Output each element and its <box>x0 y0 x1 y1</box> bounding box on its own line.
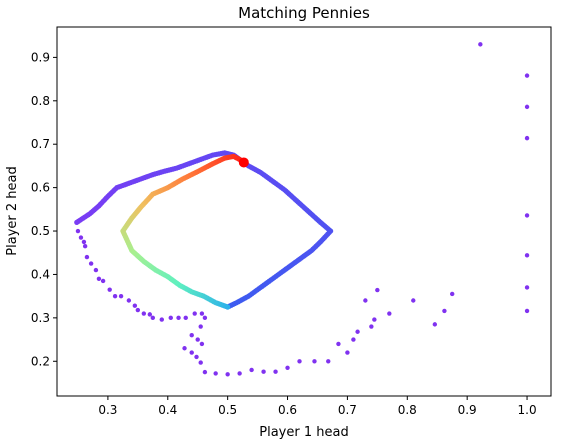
y-tick-label: 0.2 <box>31 354 50 368</box>
data-point <box>237 371 242 376</box>
data-point <box>524 285 530 290</box>
x-tick-label: 0.3 <box>98 403 117 417</box>
y-tick-label: 0.3 <box>31 311 50 325</box>
data-point <box>524 135 530 141</box>
data-point <box>411 298 416 303</box>
data-point <box>198 360 203 365</box>
data-point <box>363 298 368 303</box>
data-point <box>96 276 102 281</box>
y-tick-label: 0.8 <box>31 94 50 108</box>
x-tick-label: 0.7 <box>338 403 357 417</box>
chart-title: Matching Pennies <box>238 4 370 22</box>
data-point <box>195 337 200 342</box>
data-point <box>524 104 530 110</box>
y-axis-title: Player 2 head <box>5 166 20 255</box>
data-point <box>375 287 380 293</box>
data-point <box>141 311 147 316</box>
data-point <box>147 312 153 317</box>
data-point <box>100 278 106 284</box>
data-point <box>450 291 455 297</box>
data-point <box>432 322 438 327</box>
data-point <box>345 350 350 355</box>
data-point <box>82 244 88 249</box>
data-point <box>183 315 188 321</box>
x-tick-label: 1.0 <box>518 403 537 417</box>
data-point <box>150 315 156 321</box>
y-tick-label: 0.6 <box>31 181 50 195</box>
data-point <box>135 307 141 313</box>
data-point <box>225 372 230 377</box>
data-point <box>369 324 374 329</box>
data-point <box>182 346 187 351</box>
y-tick-label: 0.5 <box>31 224 50 238</box>
data-point <box>159 317 164 322</box>
data-point <box>81 239 87 245</box>
data-point <box>199 341 205 347</box>
data-point <box>442 308 447 314</box>
data-point <box>189 333 194 338</box>
axes <box>56 26 552 397</box>
data-point <box>285 365 290 370</box>
data-point <box>93 267 99 273</box>
data-point <box>132 303 138 308</box>
x-tick-label: 0.8 <box>398 403 417 417</box>
data-point <box>112 293 118 299</box>
x-axis-title: Player 1 head <box>259 425 348 440</box>
data-point <box>192 311 197 316</box>
data-point <box>88 261 94 266</box>
data-point <box>198 324 203 329</box>
plot-frame <box>56 26 552 397</box>
y-tick-label: 0.9 <box>31 50 50 64</box>
x-tick-label: 0.4 <box>158 403 177 417</box>
data-point <box>107 287 112 292</box>
data-point <box>524 73 530 78</box>
data-point <box>78 235 84 240</box>
y-tick-label: 0.4 <box>31 267 50 281</box>
data-point <box>351 337 356 342</box>
data-point <box>355 329 360 334</box>
data-point <box>168 315 173 321</box>
data-point <box>176 315 181 321</box>
data-point <box>524 253 530 258</box>
data-point <box>387 311 392 316</box>
x-tick-label: 0.5 <box>218 403 237 417</box>
data-point <box>249 367 254 373</box>
data-point <box>75 228 81 234</box>
data-point <box>261 369 266 374</box>
x-tick-label: 0.9 <box>458 403 477 417</box>
data-point <box>202 315 208 321</box>
y-tick-label: 0.7 <box>31 137 50 151</box>
data-point <box>478 42 483 47</box>
data-point <box>84 254 90 260</box>
data-point <box>297 359 302 364</box>
data-point <box>202 369 208 375</box>
x-axis-ticks: 0.3 0.4 0.5 0.6 0.7 0.8 0.9 1.0 <box>98 396 537 417</box>
data-point <box>326 359 331 364</box>
data-point <box>524 308 530 314</box>
data-point <box>199 311 205 316</box>
data-point <box>273 369 278 374</box>
data-point <box>312 359 317 364</box>
y-axis-ticks: 0.2 0.3 0.4 0.5 0.6 0.7 0.8 0.9 <box>31 50 57 368</box>
data-point <box>524 213 530 218</box>
data-point <box>126 298 132 303</box>
data-point <box>213 371 218 376</box>
final-point <box>238 157 249 168</box>
data-point <box>372 317 377 322</box>
data-point <box>336 341 341 347</box>
plot-marks <box>74 42 530 377</box>
data-point <box>189 350 194 355</box>
x-tick-label: 0.6 <box>278 403 297 417</box>
data-point <box>118 293 124 299</box>
data-point <box>194 354 199 360</box>
